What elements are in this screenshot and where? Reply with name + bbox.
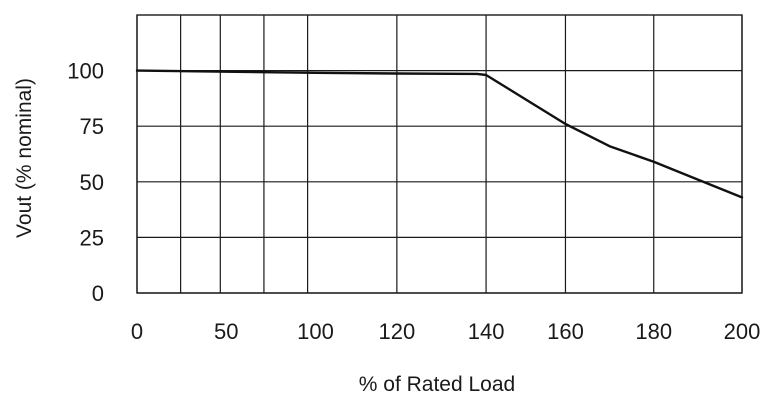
x-tick-label: 0	[131, 319, 143, 344]
x-tick-label: 140	[468, 319, 505, 344]
x-axis-label: % of Rated Load	[359, 373, 515, 396]
y-tick-label: 100	[67, 59, 104, 84]
y-tick-label: 25	[80, 225, 104, 250]
y-tick-label: 0	[92, 281, 104, 306]
x-tick-label: 120	[378, 319, 415, 344]
y-tick-label: 75	[80, 114, 104, 139]
chart-series	[135, 69, 744, 199]
x-tick-label: 50	[214, 319, 238, 344]
x-tick-label: 200	[724, 319, 761, 344]
x-tick-label: 180	[635, 319, 672, 344]
x-tick-label: 160	[547, 319, 584, 344]
y-axis-label: Vout (% nominal)	[13, 78, 36, 238]
y-axis-ticks: 0 25 50 75 100	[67, 59, 104, 306]
x-axis-ticks: 0 50 100 120 140 160 180 200	[131, 319, 760, 344]
plot-frame	[136, 14, 743, 294]
x-tick-label: 100	[297, 319, 334, 344]
vout-series-line	[135, 69, 744, 199]
y-tick-label: 50	[80, 170, 104, 195]
